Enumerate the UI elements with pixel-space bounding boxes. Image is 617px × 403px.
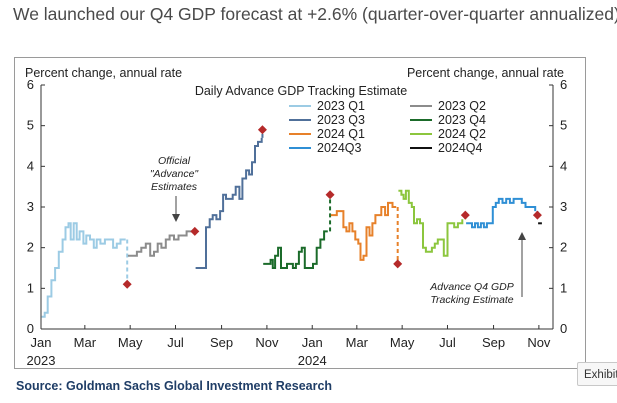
y-tick-label-left: 1 bbox=[27, 280, 34, 295]
source-note: Source: Goldman Sachs Global Investment … bbox=[16, 379, 333, 393]
annotation-q4-line-1: Tracking Estimate bbox=[430, 294, 513, 306]
y-tick-label-right: 5 bbox=[560, 118, 567, 133]
chart-marks bbox=[41, 125, 542, 318]
y-tick-label-right: 0 bbox=[560, 321, 567, 336]
series-line-2 bbox=[195, 137, 263, 269]
legend-label-6: 2024Q3 bbox=[317, 141, 362, 155]
x-tick-label: Jan bbox=[302, 335, 323, 350]
x-tick-label: Sep bbox=[210, 335, 233, 350]
x-year-label: 2023 bbox=[27, 353, 56, 368]
series-line-5 bbox=[398, 189, 464, 257]
headline: We launched our Q4 GDP forecast at +2.6%… bbox=[13, 4, 617, 24]
series-line-4 bbox=[330, 201, 397, 261]
annotation-official-arrowhead bbox=[172, 214, 180, 222]
x-tick-label: Mar bbox=[74, 335, 97, 350]
series-line-0 bbox=[41, 222, 126, 318]
y-tick-label-right: 4 bbox=[560, 158, 567, 173]
y-axis-title-right: Percent change, annual rate bbox=[407, 66, 564, 80]
legend-label-5: 2024 Q2 bbox=[438, 127, 486, 141]
x-year-label: 2024 bbox=[298, 353, 327, 368]
y-tick-label-right: 3 bbox=[560, 199, 567, 214]
x-tick-label: Jul bbox=[167, 335, 184, 350]
y-tick-label-left: 4 bbox=[27, 158, 34, 173]
y-tick-label-left: 3 bbox=[27, 199, 34, 214]
chart-axes bbox=[40, 84, 554, 330]
legend-label-4: 2024 Q1 bbox=[317, 127, 365, 141]
y-tick-label-left: 2 bbox=[27, 240, 34, 255]
annotation-official-line-1: "Advance" bbox=[150, 168, 200, 180]
advance-estimate-marker-6 bbox=[532, 210, 542, 220]
y-tick-label-right: 2 bbox=[560, 240, 567, 255]
annotation-official-line-2: Estimates bbox=[151, 181, 198, 193]
y-axis-title-left: Percent change, annual rate bbox=[25, 66, 182, 80]
x-tick-label: Jul bbox=[439, 335, 456, 350]
y-tick-label-left: 0 bbox=[27, 321, 34, 336]
x-tick-label: Jan bbox=[31, 335, 52, 350]
advance-estimate-marker-1 bbox=[190, 226, 200, 236]
series-line-6 bbox=[466, 197, 537, 229]
x-tick-label: Nov bbox=[255, 335, 279, 350]
advance-estimate-marker-5 bbox=[460, 210, 470, 220]
advance-estimate-marker-0 bbox=[122, 279, 132, 289]
advance-estimate-marker-2 bbox=[257, 125, 267, 135]
x-tick-label: Nov bbox=[527, 335, 551, 350]
annotation-q4-arrowhead bbox=[518, 232, 526, 240]
x-tick-label: May bbox=[390, 335, 415, 350]
legend-label-0: 2023 Q1 bbox=[317, 99, 365, 113]
legend-label-2: 2023 Q3 bbox=[317, 113, 365, 127]
legend-label-7: 2024Q4 bbox=[438, 141, 483, 155]
y-tick-label-right: 1 bbox=[560, 280, 567, 295]
chart-frame bbox=[14, 57, 586, 369]
x-tick-label: May bbox=[118, 335, 143, 350]
y-tick-label-right: 6 bbox=[560, 77, 567, 92]
exhibit-button[interactable]: Exhibit bbox=[577, 362, 617, 386]
x-tick-label: Sep bbox=[482, 335, 505, 350]
annotation-official-line-0: Official bbox=[158, 155, 191, 167]
y-tick-label-left: 5 bbox=[27, 118, 34, 133]
chart-legend: 2023 Q1 2023 Q2 2023 Q3 2023 Q4 2024 Q1 2024 … bbox=[289, 99, 486, 155]
legend-label-1: 2023 Q2 bbox=[438, 99, 486, 113]
series-line-1 bbox=[127, 230, 195, 257]
series-line-3 bbox=[263, 230, 328, 269]
legend-label-3: 2023 Q4 bbox=[438, 113, 486, 127]
advance-estimate-marker-3 bbox=[325, 190, 335, 200]
y-tick-label-left: 6 bbox=[27, 77, 34, 92]
chart-title: Daily Advance GDP Tracking Estimate bbox=[195, 84, 407, 98]
advance-estimate-marker-4 bbox=[393, 259, 403, 269]
x-tick-label: Mar bbox=[346, 335, 369, 350]
annotation-q4-line-0: Advance Q4 GDP bbox=[429, 281, 513, 293]
chart-labels: 0 0 1 1 2 2 3 3 4 4 5 5 6 6 Jan 2023 Mar May Jul Sep Nov Jan 2… bbox=[25, 66, 567, 368]
